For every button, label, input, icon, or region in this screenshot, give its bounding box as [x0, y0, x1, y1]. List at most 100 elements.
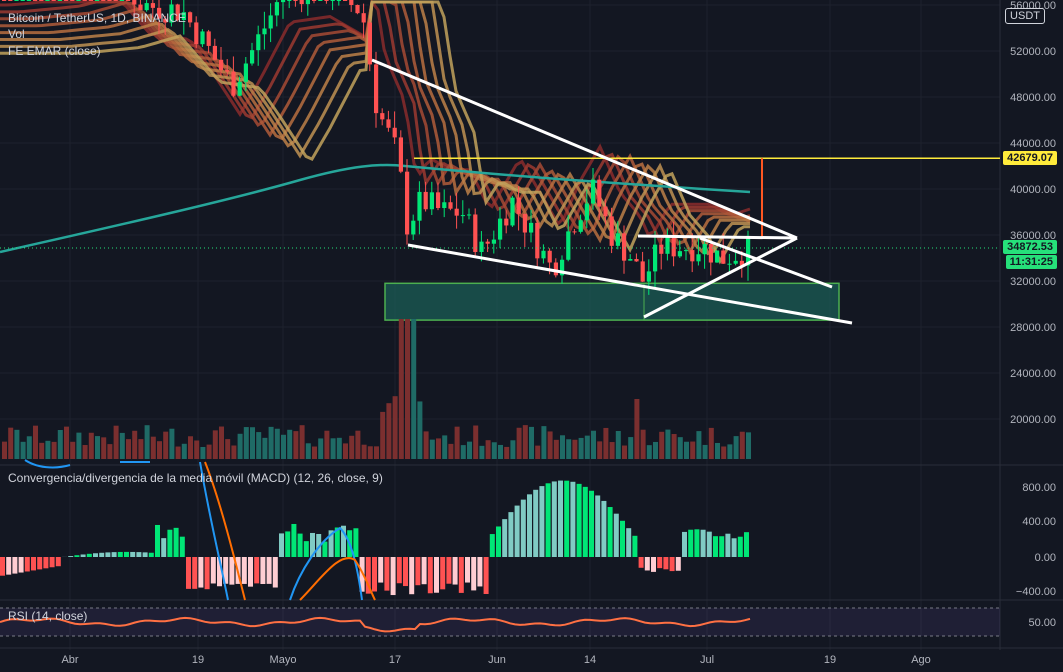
volume-bar: [250, 427, 255, 459]
macd-histogram-bar: [527, 494, 532, 557]
candle-body: [268, 15, 273, 29]
candle-body: [262, 28, 267, 35]
volume-bar: [243, 427, 249, 459]
candle-body: [721, 250, 726, 264]
candle-body: [417, 191, 422, 221]
volume-bar: [76, 432, 82, 459]
macd-signal-line: [204, 461, 376, 601]
volume-bar: [88, 432, 94, 459]
macd-histogram-bar: [279, 533, 284, 557]
rsi-legend: RSI (14, close): [8, 609, 88, 623]
candle-body: [361, 13, 366, 23]
volume-bar: [343, 443, 348, 459]
macd-histogram-bar: [365, 557, 371, 594]
volume-bar: [380, 411, 386, 459]
candle-body: [491, 239, 496, 244]
volume-bar: [591, 430, 596, 459]
macd-histogram-bar: [297, 533, 303, 557]
macd-histogram-bar: [167, 529, 173, 557]
candle-body: [646, 271, 651, 282]
volume-bar: [708, 427, 714, 459]
candle-body: [684, 250, 689, 252]
volume-bar: [522, 425, 528, 459]
volume-bar: [312, 446, 317, 459]
candle-body: [460, 215, 465, 217]
candle-body: [715, 250, 720, 263]
candle-body: [392, 127, 397, 138]
macd-histogram-bar: [229, 557, 235, 585]
pattern-rising-line: [643, 236, 798, 319]
volume-bar: [417, 401, 423, 459]
time-axis-label: Ago: [911, 654, 931, 666]
candle-body: [454, 208, 459, 216]
macd-histogram-bar: [80, 554, 86, 557]
volume-bar: [510, 440, 516, 459]
candle-body: [107, 0, 112, 1]
volume-bar: [45, 440, 51, 459]
candle-body: [194, 22, 199, 45]
macd-histogram-bar: [427, 557, 433, 594]
candle-body: [479, 241, 484, 252]
macd-histogram-bar: [334, 527, 340, 557]
volume-bar: [14, 429, 20, 459]
price-axis-label: 32000.00: [1010, 276, 1056, 288]
candle-body: [256, 34, 261, 51]
candle-body: [522, 213, 527, 233]
candle-body: [429, 192, 434, 210]
macd-histogram-bar: [390, 557, 396, 596]
candle-body: [566, 231, 571, 260]
volume-bar: [39, 442, 45, 459]
macd-histogram-bar: [161, 538, 167, 557]
volume-bar: [287, 429, 293, 459]
macd-histogram-bar: [124, 551, 129, 557]
volume-bar: [541, 426, 547, 459]
candle-body: [45, 0, 50, 1]
candle-body: [622, 233, 627, 261]
volume-bar: [485, 440, 491, 459]
volume-bar: [597, 441, 603, 459]
volume-bar: [696, 431, 702, 459]
macd-histogram-bar: [576, 483, 582, 557]
volume-bar: [188, 436, 193, 459]
volume-bar: [646, 445, 652, 459]
volume-bar: [200, 446, 206, 459]
volume-bar: [746, 432, 751, 459]
macd-histogram-bar: [403, 557, 408, 587]
candle-body: [374, 64, 379, 114]
candle-body: [281, 0, 286, 3]
time-axis-label: 17: [389, 654, 401, 666]
currency-badge[interactable]: USDT: [1005, 8, 1045, 24]
macd-legend: Convergencia/divergencia de la media móv…: [8, 471, 383, 485]
macd-histogram-bar: [43, 557, 49, 569]
volume-bar: [113, 425, 119, 459]
pattern-top-line: [637, 234, 798, 240]
candle-body: [603, 206, 608, 217]
candle-body: [101, 0, 106, 1]
volume-bar: [225, 439, 231, 459]
macd-histogram-bar: [731, 538, 737, 557]
candle-body: [448, 202, 453, 209]
macd-histogram-bar: [409, 557, 415, 595]
macd-histogram-bar: [595, 495, 601, 557]
candle-body: [219, 59, 224, 71]
candle-body: [541, 250, 546, 259]
volume-bar: [529, 426, 534, 459]
candle-body: [95, 0, 100, 1]
macd-histogram-bar: [564, 480, 570, 557]
candle-body: [132, 0, 137, 5]
macd-histogram-bar: [545, 483, 551, 557]
macd-histogram-bar: [353, 528, 359, 557]
symbol-legend: Bitcoin / TetherUS, 1D, BINANCE: [8, 11, 186, 25]
candle-body: [436, 192, 441, 209]
time-axis-label: Jul: [700, 654, 714, 666]
volume-bar: [262, 437, 268, 459]
candle-body: [739, 260, 744, 266]
macd-histogram-bar: [68, 556, 74, 557]
macd-histogram-bar: [607, 507, 613, 557]
candle-body: [386, 119, 391, 128]
macd-axis-label: 800.00: [1022, 482, 1056, 494]
candle-body: [76, 0, 81, 1]
macd-histogram-bar: [341, 525, 346, 557]
candle-body: [708, 244, 713, 263]
